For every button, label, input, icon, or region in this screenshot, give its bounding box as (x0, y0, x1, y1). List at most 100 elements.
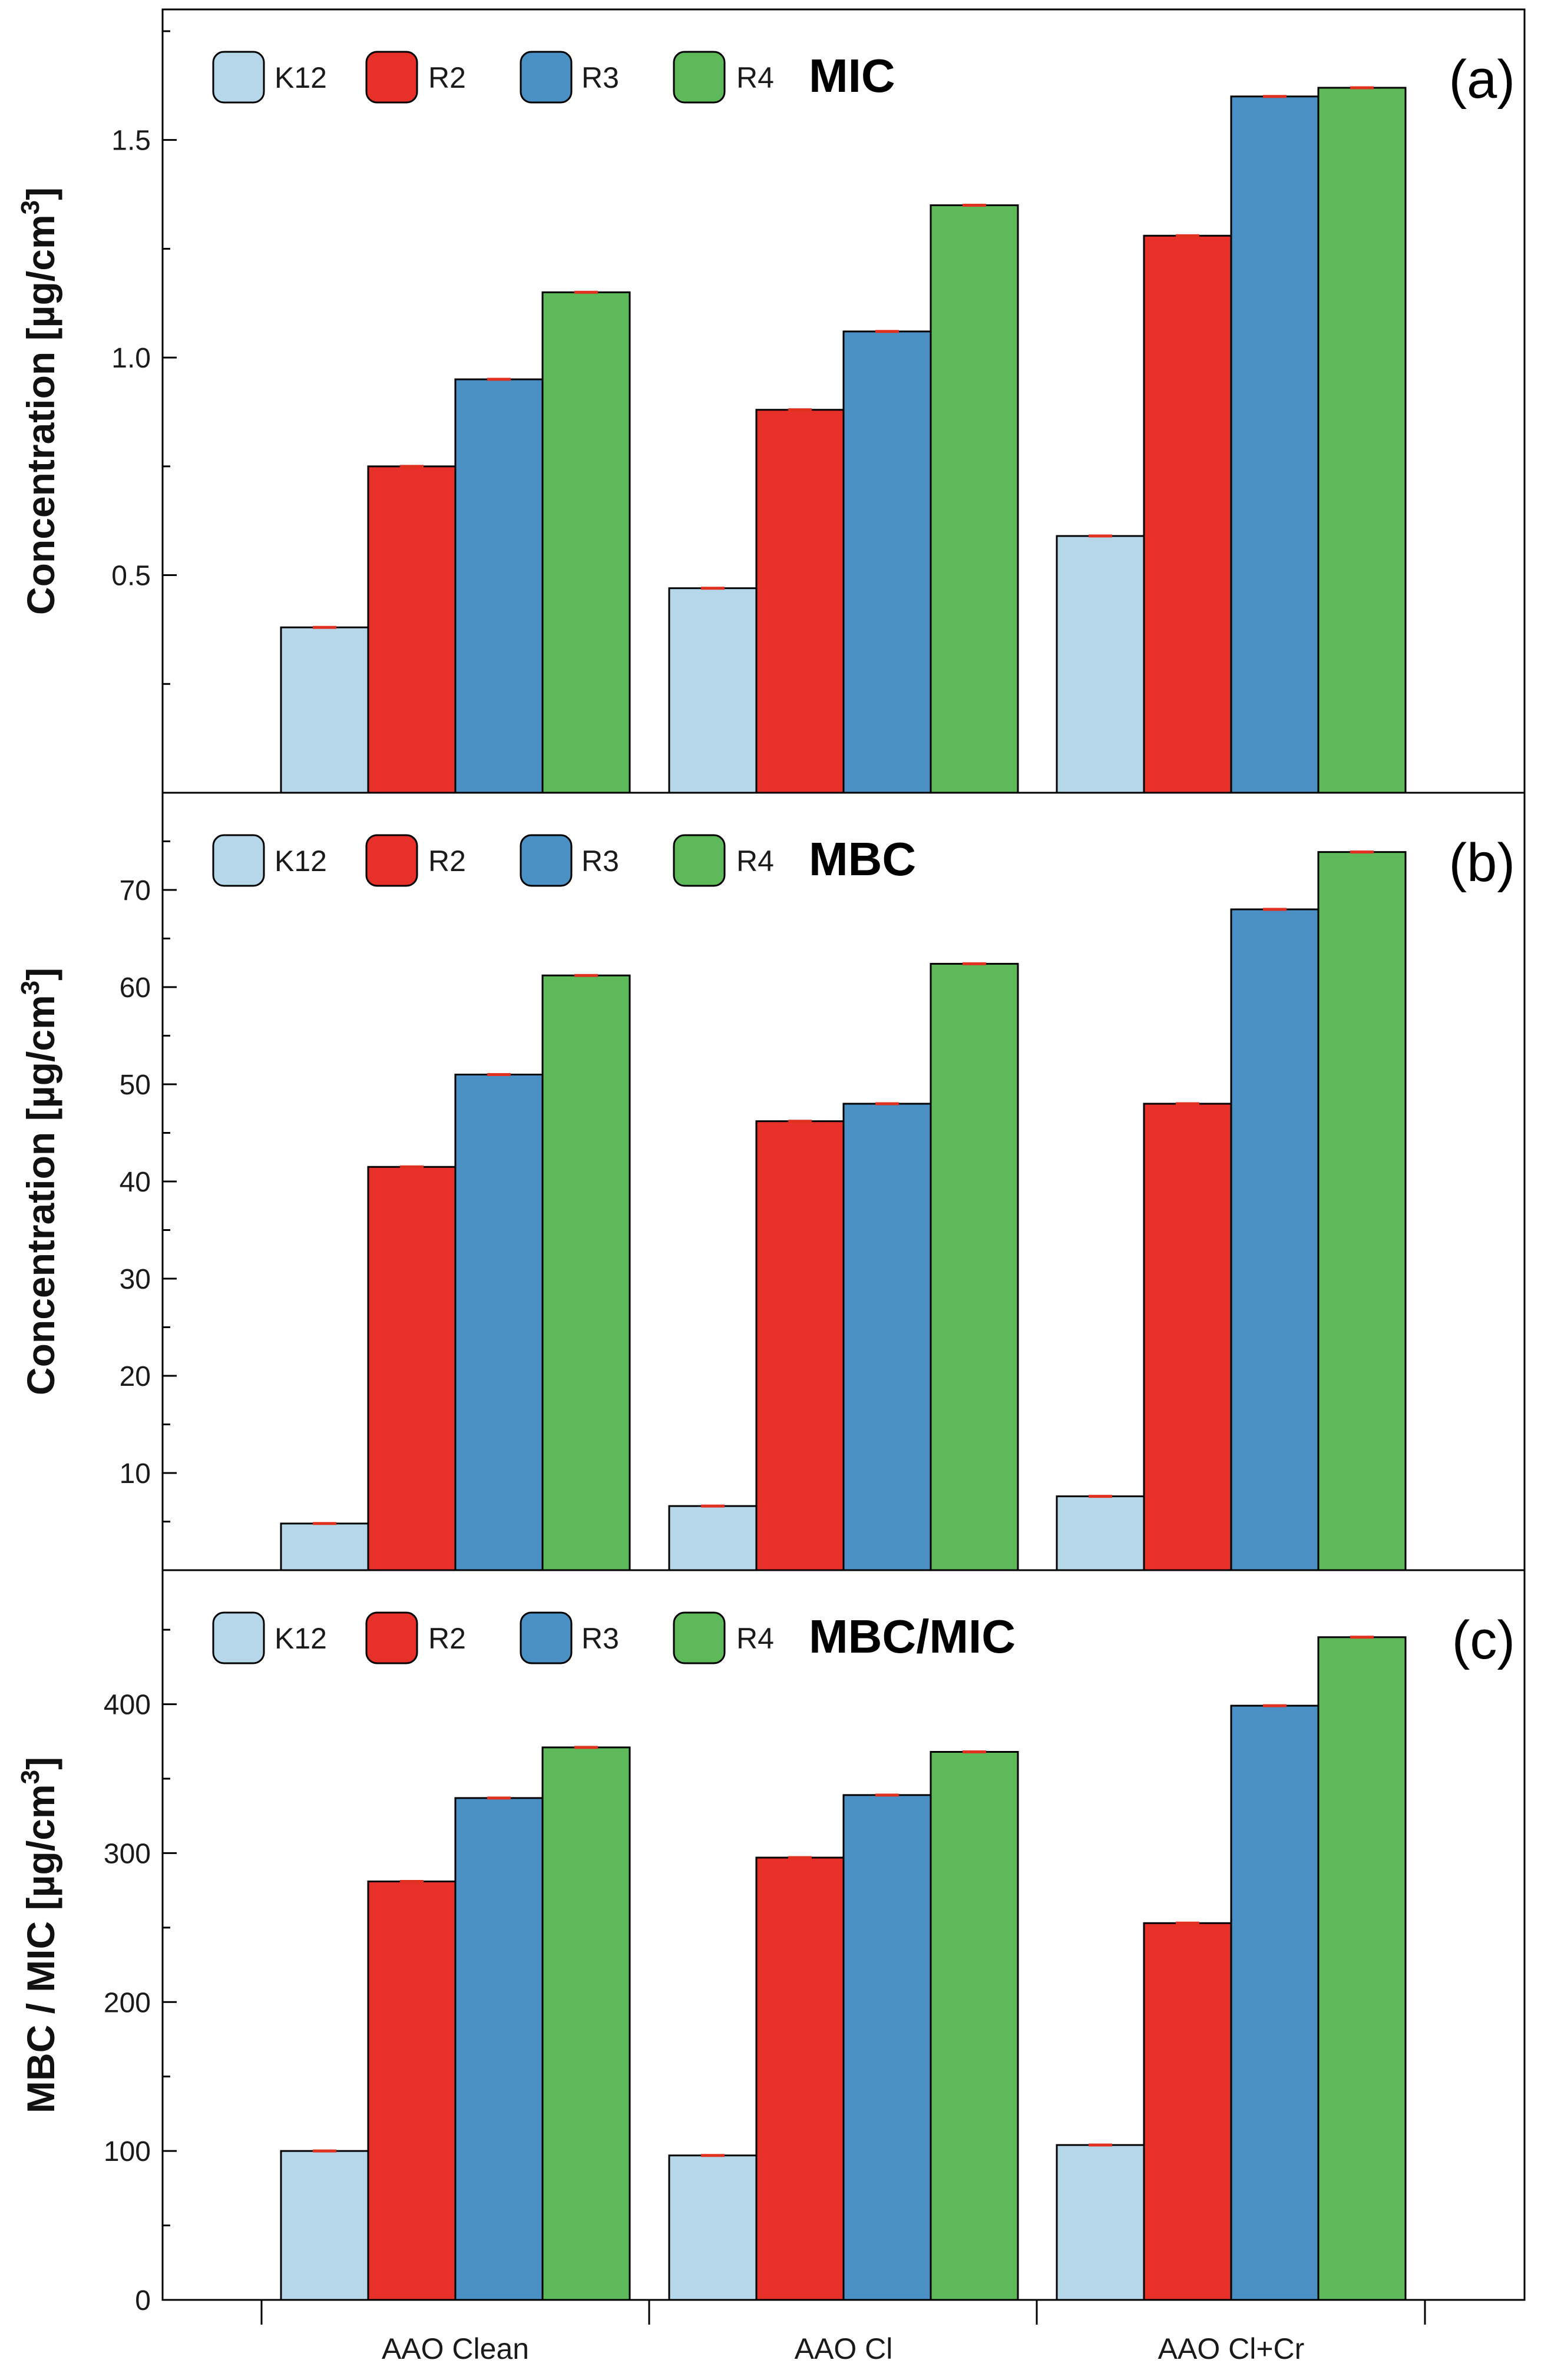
bar-r2-0 (367, 465, 457, 794)
bar-r2-1 (755, 409, 845, 794)
panel-tag: (b) (1449, 833, 1515, 893)
y-tick-label: 0.5 (111, 561, 151, 592)
legend-label-r4: R4 (736, 845, 774, 878)
legend-label-k12: K12 (275, 61, 327, 94)
bar-k12-2 (1056, 1495, 1145, 1571)
bar-r4-0 (541, 1746, 631, 2301)
bar-r3-0 (454, 378, 544, 794)
bar-r4-0 (541, 291, 631, 794)
legend-label-r3: R3 (581, 1622, 619, 1655)
chart-title: MIC (809, 49, 895, 102)
bar-k12-2 (1056, 535, 1145, 794)
bar-r3-2 (1230, 1704, 1320, 2301)
legend-label-r3: R3 (581, 845, 619, 878)
legend-swatch-r3 (520, 834, 573, 887)
legend-swatch-k12 (212, 1611, 265, 1664)
bar-r4-1 (930, 204, 1019, 794)
bar-r2-0 (367, 1166, 457, 1571)
bar-r4-1 (930, 962, 1019, 1571)
panel-tag: (c) (1452, 1610, 1515, 1670)
y-axis-label-end: ] (19, 1757, 62, 1770)
y-tick-label: 1.5 (111, 125, 151, 157)
chart-title: MBC (809, 833, 916, 885)
y-axis-label-end: ] (19, 968, 62, 981)
bar-r3-2 (1230, 95, 1320, 794)
y-tick-label: 60 (120, 972, 151, 1004)
legend-swatch-r4 (673, 834, 726, 887)
bar-r3-0 (454, 1074, 544, 1571)
bar-r2-2 (1143, 1922, 1232, 2301)
legend-label-r2: R2 (428, 845, 466, 878)
x-category-label: AAO Cl+Cr (1158, 2332, 1305, 2365)
chart-title: MBC/MIC (809, 1610, 1016, 1663)
bar-r4-0 (541, 974, 631, 1571)
bar-r3-1 (842, 330, 932, 794)
bar-r2-2 (1143, 234, 1232, 794)
bar-k12-0 (280, 1522, 369, 1571)
bar-r3-2 (1230, 908, 1320, 1571)
bar-r2-0 (367, 1880, 457, 2301)
bar-r4-1 (930, 1750, 1019, 2301)
y-tick-label: 200 (104, 1987, 151, 2018)
y-axis-label: Concentration [µg/cm3] (16, 968, 62, 1395)
y-axis-label: Concentration [µg/cm3] (16, 187, 62, 615)
bar-r3-0 (454, 1797, 544, 2301)
y-axis-label-superscript: 3 (16, 200, 45, 214)
y-tick-label: 1.0 (111, 343, 151, 374)
bar-r2-2 (1143, 1103, 1232, 1571)
bar-r2-1 (755, 1120, 845, 1571)
y-tick-label: 30 (120, 1264, 151, 1295)
legend-swatch-k12 (212, 51, 265, 104)
bar-r4-2 (1317, 851, 1407, 1571)
y-tick-label: 300 (104, 1838, 151, 1869)
legend-swatch-r3 (520, 1611, 573, 1664)
legend-swatch-r2 (365, 834, 418, 887)
bar-r4-2 (1317, 87, 1407, 794)
y-axis-label-main: Concentration [µg/cm (19, 995, 62, 1395)
legend-swatch-r2 (365, 1611, 418, 1664)
legend-label-r4: R4 (736, 61, 774, 94)
legend-label-k12: K12 (275, 1622, 327, 1655)
bar-r3-1 (842, 1103, 932, 1571)
x-category-label: AAO Clean (382, 2332, 529, 2365)
panel-tag: (a) (1449, 49, 1515, 110)
panel-b: 10 20 30 40 50 60 70 Concentration [µg/cm3] K12 R… (16, 792, 1526, 1571)
y-axis-label-main: MBC / MIC [µg/cm (19, 1784, 62, 2113)
bar-r2-1 (755, 1856, 845, 2301)
y-axis-label: MBC / MIC [µg/cm3] (16, 1757, 62, 2113)
y-tick-label: 50 (120, 1070, 151, 1101)
y-tick-label: 400 (104, 1690, 151, 1721)
bar-k12-1 (668, 2154, 758, 2301)
bar-r3-1 (842, 1794, 932, 2301)
bar-k12-2 (1056, 2144, 1145, 2301)
panel-a: 0.5 1.0 1.5 Concentration [µg/cm3] K12 R2 R3 R4… (16, 8, 1526, 794)
legend-swatch-r4 (673, 1611, 726, 1664)
y-tick-label: 100 (104, 2136, 151, 2167)
y-axis-label-end: ] (19, 187, 62, 200)
legend-swatch-r3 (520, 51, 573, 104)
legend-swatch-k12 (212, 834, 265, 887)
bar-k12-1 (668, 587, 758, 794)
legend-swatch-r4 (673, 51, 726, 104)
bar-r4-2 (1317, 1636, 1407, 2301)
legend-swatch-r2 (365, 51, 418, 104)
y-tick-label: 0 (135, 2285, 151, 2316)
legend-label-k12: K12 (275, 845, 327, 878)
y-axis-label-superscript: 3 (16, 981, 45, 995)
bar-k12-0 (280, 626, 369, 794)
y-tick-label: 10 (120, 1458, 151, 1489)
panel-c: 0 100 200 300 400 MBC / MIC [µg/cm3] K12 R2 R3 R4… (16, 1569, 1526, 2316)
bar-k12-1 (668, 1505, 758, 1571)
plot-frame (161, 1569, 1526, 2301)
legend-label-r4: R4 (736, 1622, 774, 1655)
y-tick-label: 20 (120, 1361, 151, 1392)
y-tick-label: 40 (120, 1167, 151, 1198)
legend-label-r3: R3 (581, 61, 619, 94)
legend-label-r2: R2 (428, 1622, 466, 1655)
y-tick-label: 70 (120, 875, 151, 906)
bar-k12-0 (280, 2150, 369, 2301)
y-axis-label-main: Concentration [µg/cm (19, 214, 62, 615)
y-axis-label-superscript: 3 (16, 1770, 45, 1784)
legend-label-r2: R2 (428, 61, 466, 94)
